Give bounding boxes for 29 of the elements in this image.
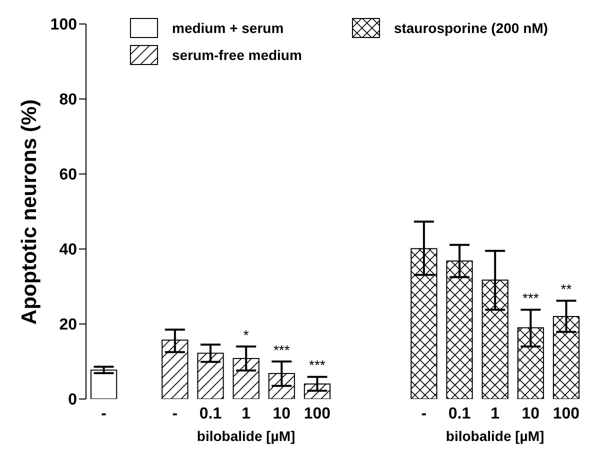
legend-label: serum-free medium — [172, 47, 302, 63]
data-label: * — [243, 326, 249, 342]
x-tick-label: 0.1 — [448, 405, 471, 422]
data-label: *** — [522, 290, 539, 306]
text: bilobalide [µM] — [446, 428, 544, 444]
data-label: ** — [560, 280, 572, 297]
y-tick-label: 60 — [59, 166, 78, 184]
y-tick-label: 0 — [68, 392, 78, 409]
x-axis-title: bilobalide [µM] — [196, 428, 296, 444]
x-tick-label: 100 — [304, 405, 331, 422]
x-tick-label: 1 — [242, 405, 251, 422]
y-tick-label: 40 — [59, 242, 78, 259]
data-label: *** — [309, 356, 326, 373]
x-tick-label: - — [421, 405, 427, 422]
x-tick-label: 10 — [272, 405, 291, 422]
x-tick-label: - — [101, 405, 106, 422]
y-tick-label: 80 — [59, 92, 78, 109]
legend-label: medium + serum — [172, 20, 284, 36]
x-tick-label: 0.1 — [199, 405, 222, 422]
x-tick-label: - — [172, 405, 178, 422]
x-tick-label: 10 — [522, 405, 540, 422]
y-tick-label: 100 — [50, 16, 78, 34]
data-label: *** — [273, 342, 290, 358]
x-tick-label: 1 — [490, 405, 500, 422]
y-axis-title: Apoptotic neurons (%) — [18, 98, 42, 324]
y-tick-label: 20 — [59, 316, 78, 334]
bar — [90, 370, 118, 399]
legend-label: staurosporine (200 nM) — [394, 20, 548, 36]
x-tick-label: 100 — [552, 405, 580, 422]
